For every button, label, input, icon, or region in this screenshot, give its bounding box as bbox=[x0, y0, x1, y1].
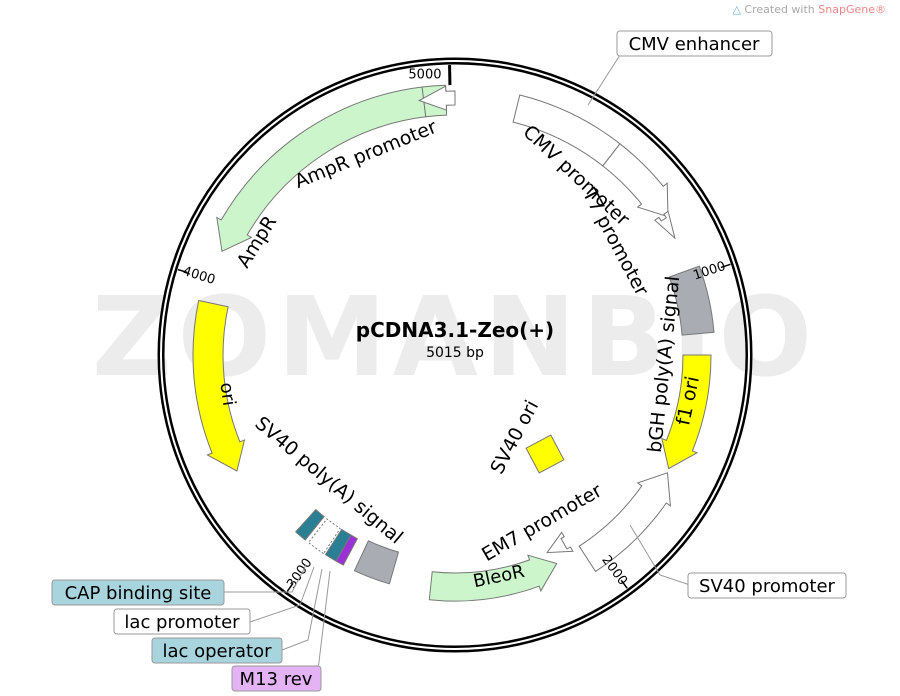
svg-text:CMV enhancer: CMV enhancer bbox=[629, 34, 760, 55]
callout-cap-binding-site[interactable]: CAP binding site bbox=[51, 579, 225, 606]
bleor-feature[interactable] bbox=[428, 554, 558, 602]
snapgene-logo-icon: △ bbox=[732, 3, 741, 16]
sv40-polya-feature[interactable] bbox=[353, 540, 400, 585]
plasmid-backbone bbox=[157, 57, 753, 653]
svg-text:M13 rev: M13 rev bbox=[240, 669, 313, 690]
svg-text:SV40 promoter: SV40 promoter bbox=[699, 576, 835, 597]
plasmid-length: 5015 bp bbox=[426, 345, 484, 361]
tick-mark bbox=[620, 579, 628, 589]
callout-lac-promoter[interactable]: lac promoter bbox=[113, 608, 251, 635]
snapgene-credit: △ Created with SnapGene® bbox=[732, 3, 886, 16]
sv40-promoter-feature[interactable] bbox=[578, 472, 671, 573]
svg-text:lac promoter: lac promoter bbox=[124, 612, 240, 633]
svg-text:CAP binding site: CAP binding site bbox=[65, 583, 212, 604]
callout-m13-rev[interactable]: M13 rev bbox=[231, 665, 322, 692]
tick-label: 2000 bbox=[598, 553, 630, 589]
plasmid-name: pCDNA3.1-Zeo(+) bbox=[356, 318, 554, 342]
tick-label: 5000 bbox=[408, 68, 441, 83]
callout-sv40-promoter[interactable]: SV40 promoter bbox=[687, 572, 847, 599]
callout-lac-operator[interactable]: lac operator bbox=[151, 637, 283, 664]
f1-ori-feature[interactable] bbox=[661, 354, 712, 470]
ampr-promoter-arrow[interactable] bbox=[417, 85, 456, 111]
cap-binding-site-feature[interactable] bbox=[294, 508, 325, 541]
cmv-promoter-feature[interactable] bbox=[602, 143, 669, 218]
svg-text:lac operator: lac operator bbox=[162, 641, 272, 662]
tick-label: 3000 bbox=[284, 556, 315, 592]
em7-promoter-feature[interactable] bbox=[546, 531, 574, 554]
tick-mark bbox=[177, 268, 188, 274]
ori-label: ori bbox=[215, 381, 239, 407]
bgh-polya-feature[interactable] bbox=[668, 265, 715, 336]
t7-promoter-feature[interactable] bbox=[653, 210, 676, 240]
sv40-ori-label: SV40 ori bbox=[486, 397, 543, 478]
tick-mark bbox=[286, 582, 294, 592]
sv40-ori-feature[interactable] bbox=[525, 434, 565, 474]
callout-cmv-enhancer[interactable]: CMV enhancer bbox=[616, 30, 773, 57]
ori-feature[interactable] bbox=[192, 299, 246, 472]
callout-lines bbox=[224, 54, 691, 671]
tick-mark bbox=[720, 263, 731, 269]
lac-promoter-feature[interactable] bbox=[307, 518, 341, 555]
lac-operator-feature[interactable] bbox=[324, 528, 352, 562]
